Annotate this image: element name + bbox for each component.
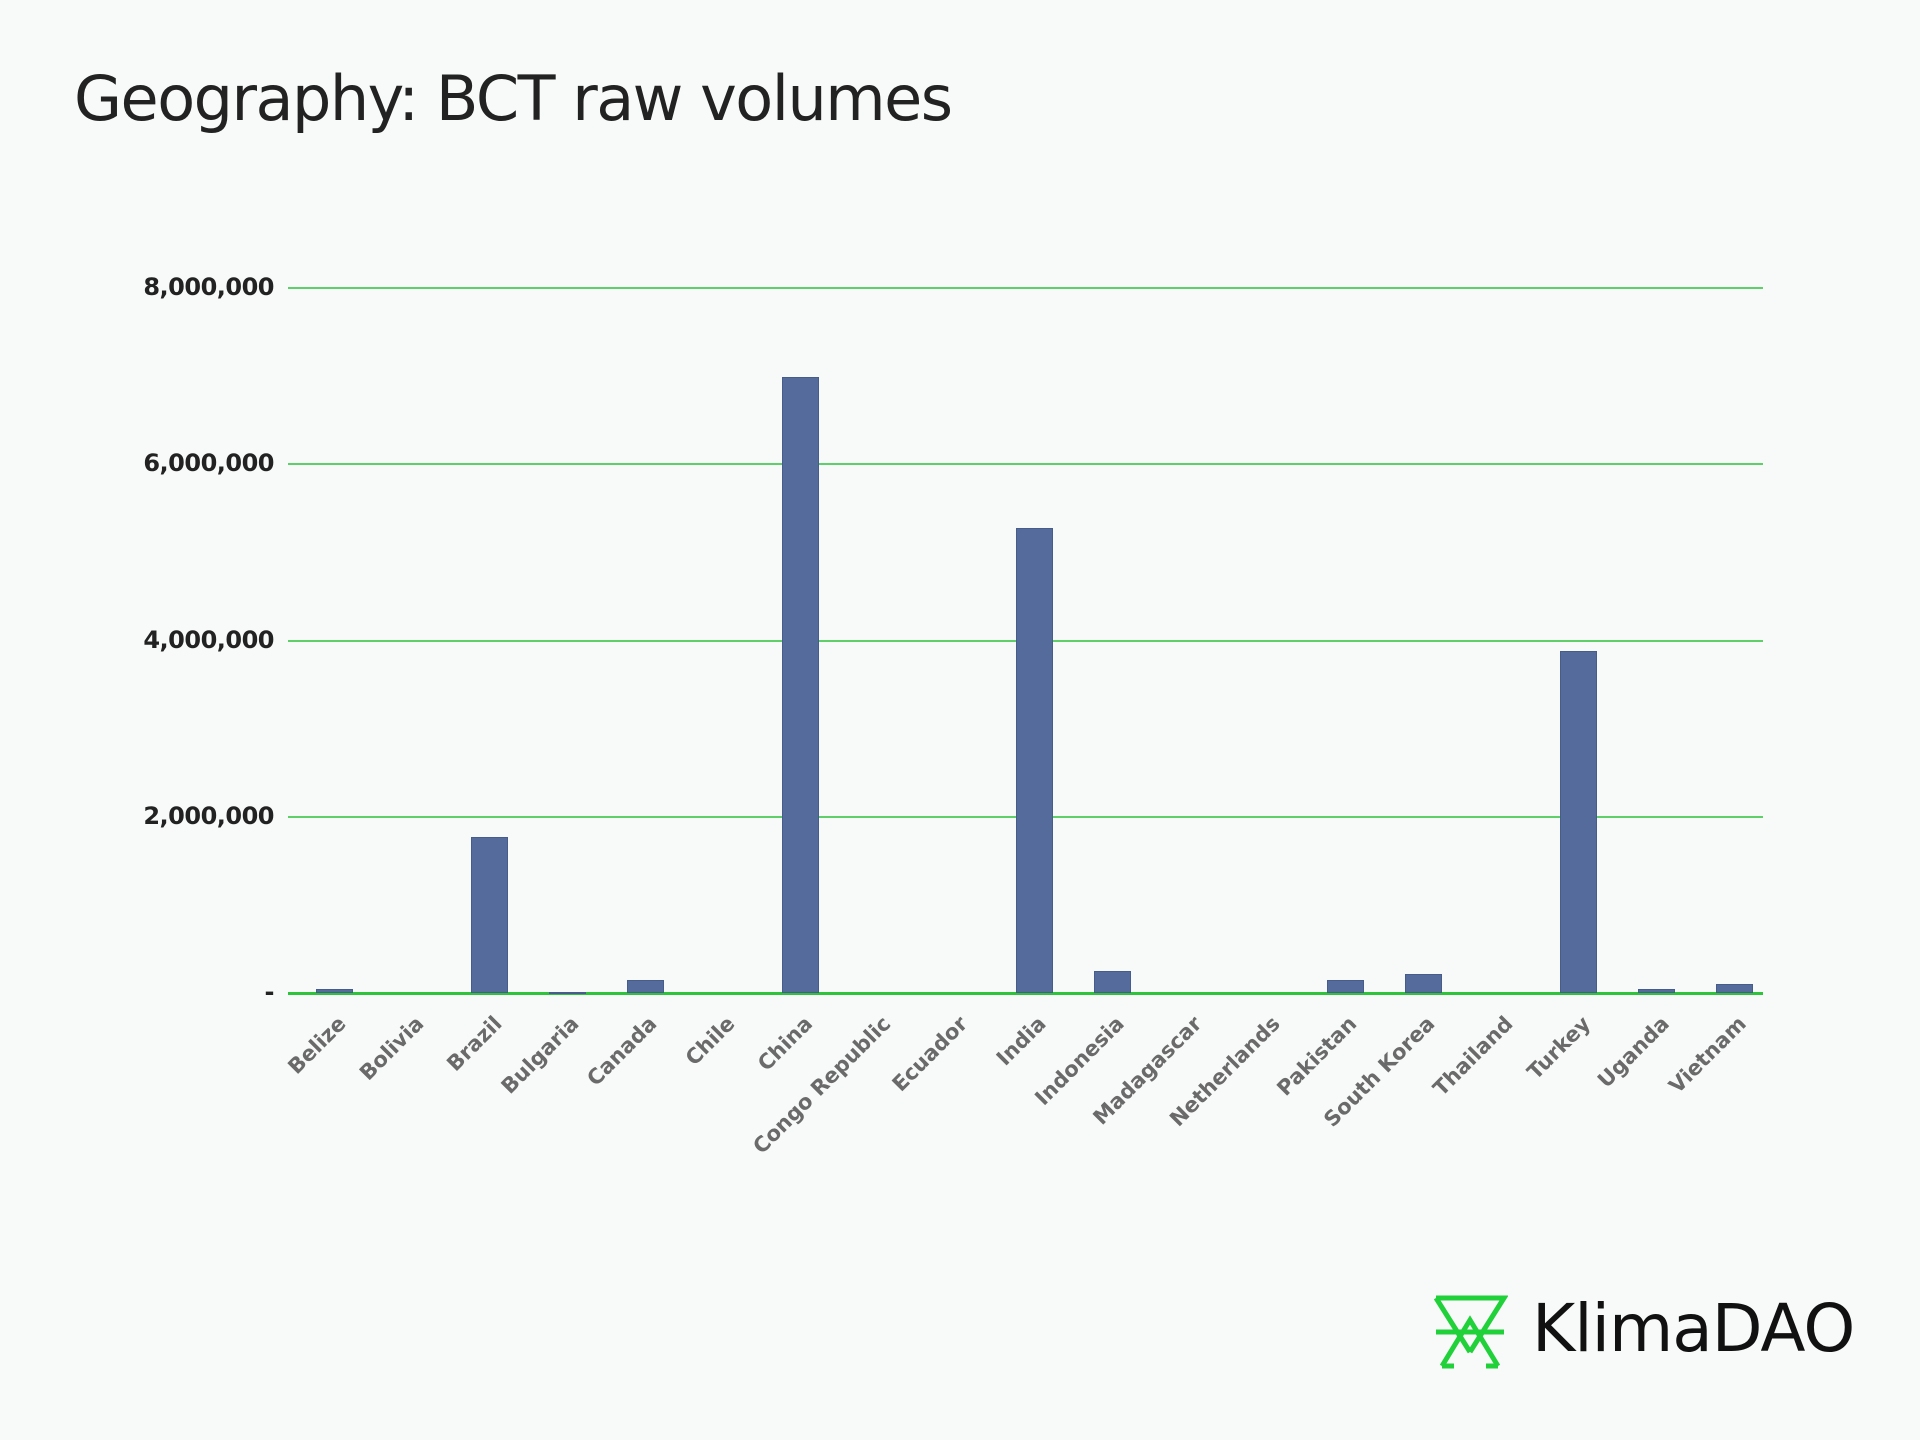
bar-india bbox=[1015, 527, 1053, 993]
x-tick-label: Bulgaria bbox=[496, 1011, 584, 1099]
x-axis-line bbox=[288, 992, 1763, 995]
klimadao-logo-icon bbox=[1432, 1294, 1509, 1375]
bar-pakistan bbox=[1326, 979, 1364, 993]
y-tick-label: 6,000,000 bbox=[143, 449, 274, 478]
x-tick-label: China bbox=[752, 1011, 817, 1076]
bar-bulgaria bbox=[548, 992, 586, 995]
bar-south-korea bbox=[1404, 974, 1442, 993]
gridline bbox=[288, 287, 1763, 289]
bar-brazil bbox=[471, 837, 509, 993]
x-tick-label: Uganda bbox=[1592, 1011, 1674, 1093]
x-tick-label: Vietnam bbox=[1664, 1011, 1752, 1099]
bar-uganda bbox=[1638, 989, 1676, 993]
chart-title: Geography: BCT raw volumes bbox=[74, 62, 953, 135]
gridline bbox=[288, 463, 1763, 466]
bar-canada bbox=[626, 979, 664, 993]
bar-turkey bbox=[1560, 651, 1598, 993]
x-tick-label: Chile bbox=[680, 1011, 740, 1071]
x-tick-label: Canada bbox=[582, 1011, 662, 1091]
bar-china bbox=[782, 377, 820, 993]
bar-belize bbox=[315, 989, 353, 993]
x-tick-label: India bbox=[992, 1011, 1051, 1071]
y-tick-label: - bbox=[264, 978, 275, 1006]
x-tick-label: Thailand bbox=[1428, 1011, 1518, 1101]
y-tick-label: 8,000,000 bbox=[143, 273, 274, 301]
y-tick-label: 4,000,000 bbox=[143, 625, 274, 654]
bar-indonesia bbox=[1093, 970, 1131, 993]
brand-name: KlimaDAO bbox=[1532, 1290, 1855, 1367]
x-tick-label: Belize bbox=[283, 1011, 351, 1079]
x-tick-label: Brazil bbox=[441, 1011, 507, 1076]
x-tick-label: Ecuador bbox=[887, 1011, 973, 1097]
x-tick-label: Bolivia bbox=[354, 1011, 429, 1085]
bar-vietnam bbox=[1715, 984, 1753, 993]
y-tick-label: 2,000,000 bbox=[143, 801, 274, 830]
x-tick-label: Congo Republic bbox=[747, 1011, 895, 1159]
x-tick-label: Turkey bbox=[1522, 1011, 1595, 1085]
